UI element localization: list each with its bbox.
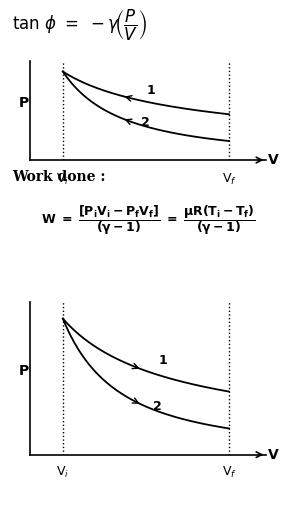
Text: V$_f$: V$_f$ [222, 465, 237, 481]
Text: V$_i$: V$_i$ [56, 172, 69, 187]
Text: $\mathbf{W\ =\ \dfrac{[P_iV_i - P_fV_f]}{(\gamma-1)}\ =\ \dfrac{\mu R(T_i - T_f): $\mathbf{W\ =\ \dfrac{[P_iV_i - P_fV_f]}… [41, 203, 255, 237]
Text: 2: 2 [141, 116, 150, 129]
Y-axis label: P: P [19, 97, 29, 110]
Text: V$_i$: V$_i$ [56, 465, 69, 481]
Text: $\mathrm{tan}\ \phi\ =\ -\gamma\!\left(\dfrac{P}{V}\right)$: $\mathrm{tan}\ \phi\ =\ -\gamma\!\left(\… [12, 8, 147, 43]
Text: V: V [268, 153, 279, 167]
Text: 1: 1 [147, 84, 156, 97]
Text: Work done :: Work done : [12, 170, 105, 184]
Text: V: V [268, 448, 279, 462]
Text: V$_f$: V$_f$ [222, 172, 237, 187]
Y-axis label: P: P [19, 364, 29, 378]
Text: 1: 1 [159, 354, 167, 367]
Text: 2: 2 [153, 400, 162, 412]
